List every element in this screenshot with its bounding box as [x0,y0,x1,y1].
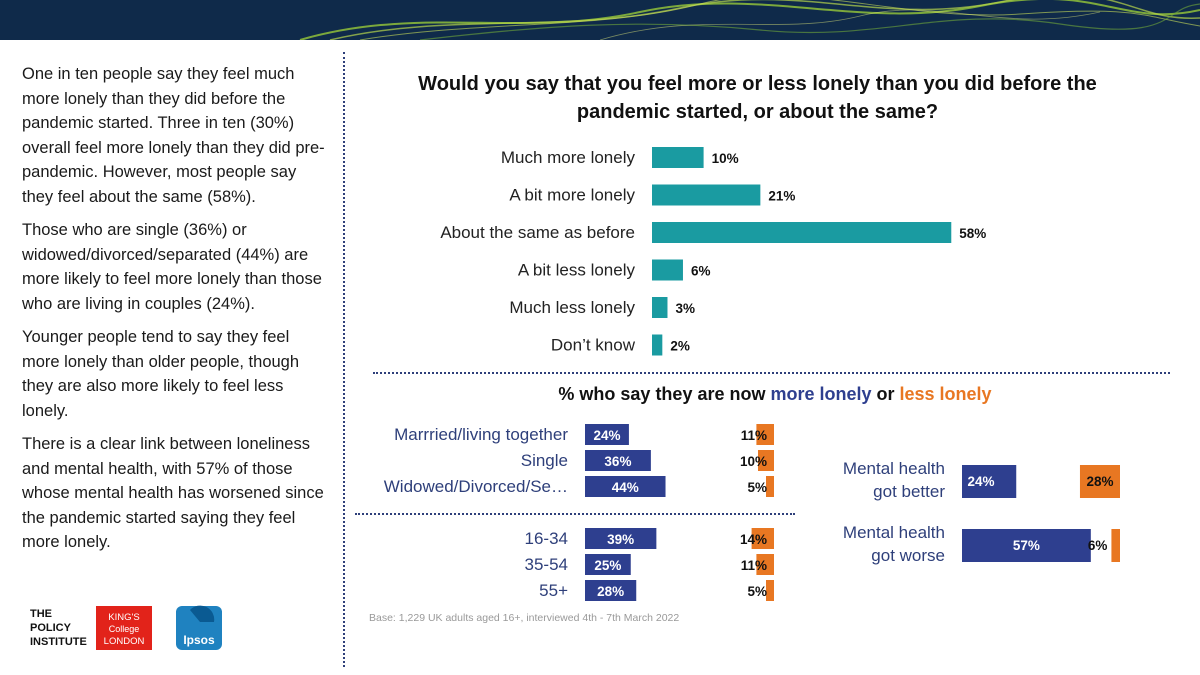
bar-less-lonely [756,554,774,575]
ipsos-logo: Ipsos [176,605,222,650]
category-label: got better [873,482,945,501]
data-label: 10% [712,151,739,166]
subtitle-or: or [871,384,900,404]
data-label: 3% [675,301,695,316]
data-label: 44% [612,480,639,495]
category-label: 55+ [539,581,568,600]
category-label: Mental health [843,459,945,478]
bar-less-lonely [751,528,774,549]
category-label: 35-54 [525,555,568,574]
logo-text: Ipsos [183,633,215,647]
bar-less-lonely [758,450,774,471]
category-label: A bit less lonely [518,261,636,280]
policy-institute-logo: THE POLICY INSTITUTE [30,608,87,648]
category-label: Marrried/living together [394,425,568,444]
bar-more-lonely [585,424,629,445]
data-label: 28% [597,584,624,599]
data-label: 28% [1086,474,1113,489]
logo-text: KING'S [108,612,139,623]
loneliness-overall-chart: Much more lonely 10% A bit more lonely 21% A… [440,147,986,356]
category-label: Single [521,451,568,470]
logo-text: POLICY [30,622,72,634]
category-label: Don’t know [551,336,636,355]
bar-more-lonely [585,450,651,471]
chart-title: Would you say that you feel more or less… [418,73,1097,123]
subtitle-prefix: % who say they are now [558,384,771,404]
data-label: 2% [670,339,690,354]
data-label: 21% [768,189,795,204]
bar-less-lonely [766,476,774,497]
logo-text: THE [30,608,52,620]
logo-text: LONDON [104,636,145,647]
data-label: 58% [959,226,986,241]
data-label: 5% [747,480,767,495]
data-label: 36% [604,454,631,469]
category-label: About the same as before [440,223,635,242]
bar-more-lonely [962,465,1017,498]
data-label: 11% [741,428,767,443]
data-label: 11% [741,558,767,573]
mental-health-chart: Mental health got better 24% 28% Mental heal… [843,459,1120,565]
data-label: 14% [740,532,767,547]
data-label: 6% [691,264,711,279]
data-label: 6% [1088,538,1108,553]
bar-less-lonely [1079,465,1120,498]
summary-paragraph: Younger people tend to say they feel mor… [22,328,300,420]
vertical-divider [343,52,345,667]
bar [652,222,952,243]
bar-less-lonely [756,424,774,445]
demographic-chart: Marrried/living together 24% 11% Single 36% 1… [384,424,774,601]
bar [652,147,704,168]
bar-less-lonely [766,580,774,601]
bar-more-lonely [585,580,637,601]
data-label: 25% [594,558,621,573]
logo-text: INSTITUTE [30,636,87,648]
bar-more-lonely [585,476,666,497]
subtitle-less-lonely: less lonely [899,384,992,404]
summary-paragraph: One in ten people say they feel much mor… [22,65,325,206]
kings-college-logo: KING'S College LONDON [96,606,152,650]
logos: THE POLICY INSTITUTE KING'S College LOND… [30,605,222,650]
summary-text: One in ten people say they feel much mor… [22,62,327,564]
category-label: Widowed/Divorced/Se… [384,477,568,496]
subtitle-more-lonely: more lonely [770,384,872,404]
data-label: 57% [1013,538,1040,553]
data-label: 10% [740,454,767,469]
bar [652,297,668,318]
data-label: 5% [747,584,767,599]
summary-paragraph: Those who are single (36%) or widowed/di… [22,221,322,313]
horizontal-divider [355,513,795,515]
category-label: Mental health [843,523,945,542]
category-label: 16-34 [525,529,568,548]
category-label: A bit more lonely [509,186,635,205]
data-label: 24% [593,428,620,443]
section-subtitle: % who say they are now more lonely or le… [360,384,1190,405]
horizontal-divider [373,372,1170,374]
header-banner [0,0,1200,40]
bar [652,184,761,206]
data-label: 39% [607,532,634,547]
category-label: Much more lonely [501,148,636,167]
bar [652,259,683,281]
bar-more-lonely [585,528,657,549]
summary-paragraph: There is a clear link between loneliness… [22,435,324,551]
bar-more-lonely [585,554,631,575]
base-note: Base: 1,229 UK adults aged 16+, intervie… [369,612,680,624]
bar-more-lonely [962,529,1091,562]
category-label: got worse [871,546,945,565]
category-label: Much less lonely [509,298,635,317]
data-label: 24% [967,474,994,489]
logo-text: College [109,624,140,634]
bar-less-lonely [1111,529,1120,562]
bar [652,334,663,356]
